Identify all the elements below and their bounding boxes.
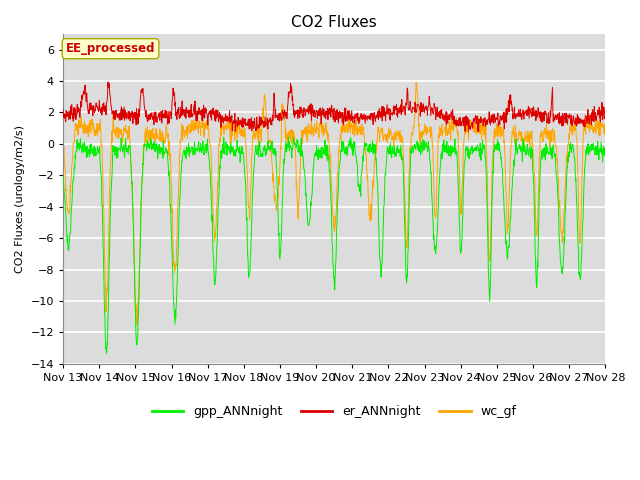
Legend: gpp_ANNnight, er_ANNnight, wc_gf: gpp_ANNnight, er_ANNnight, wc_gf xyxy=(147,400,522,423)
Text: EE_processed: EE_processed xyxy=(66,42,156,55)
Title: CO2 Fluxes: CO2 Fluxes xyxy=(291,15,377,30)
Y-axis label: CO2 Fluxes (urology/m2/s): CO2 Fluxes (urology/m2/s) xyxy=(15,125,25,273)
